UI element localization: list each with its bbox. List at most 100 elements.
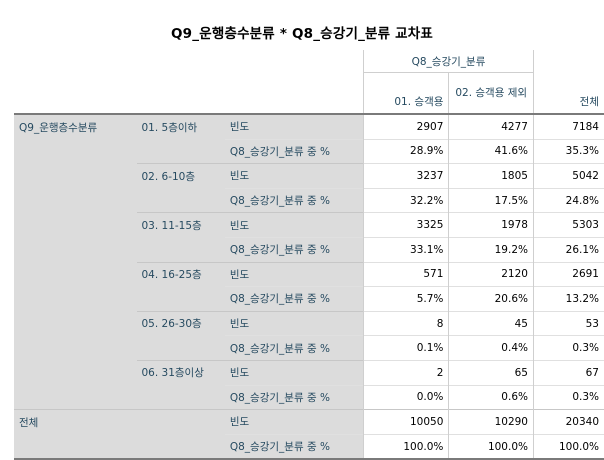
- row-variable-spacer: [14, 286, 137, 312]
- count-cell: 2691: [532, 261, 604, 287]
- percent-cell: 13.2%: [532, 286, 604, 312]
- count-cell: 3237: [362, 163, 449, 189]
- row-variable-spacer: [14, 360, 137, 386]
- percent-cell: 26.1%: [532, 236, 604, 263]
- stat-label-count: 빈도: [224, 409, 364, 435]
- category-label: 03. 11-15층: [136, 212, 225, 238]
- count-cell: 1978: [448, 212, 534, 238]
- percent-cell: 100.0%: [448, 433, 534, 460]
- header-row-2: 01. 승객용 02. 승객용 제외 전체: [14, 72, 604, 114]
- count-cell: 10050: [362, 409, 449, 435]
- count-cell: 5042: [532, 163, 604, 189]
- category-label: 02. 6-10층: [136, 163, 225, 189]
- row-variable-spacer: [14, 212, 137, 238]
- stat-label-count: 빈도: [224, 212, 364, 238]
- count-cell: 3325: [362, 212, 449, 238]
- count-cell: 45: [448, 310, 534, 336]
- row-variable-spacer: [14, 188, 137, 213]
- row-variable-spacer: [14, 139, 137, 164]
- percent-cell: 32.2%: [362, 187, 449, 213]
- total-row-label: 전체: [14, 409, 137, 435]
- count-cell: 20340: [532, 409, 604, 435]
- row-variable-spacer: [14, 311, 137, 336]
- table-row: 04. 16-25층 빈도 571 2120 2691: [14, 261, 604, 287]
- count-cell: 10290: [448, 409, 534, 435]
- count-cell: 5303: [532, 212, 604, 238]
- category-spacer: [136, 335, 225, 361]
- column-header-passenger: 01. 승객용: [362, 72, 449, 114]
- count-cell: 2120: [448, 261, 534, 287]
- category-spacer: [136, 237, 225, 263]
- crosstab-body: Q8_승강기_분류 01. 승객용 02. 승객용 제외 전체 Q9_운행층수분…: [14, 50, 604, 460]
- column-header-non-passenger: 02. 승객용 제외: [448, 72, 534, 114]
- stat-label-count: 빈도: [224, 261, 364, 287]
- percent-cell: 100.0%: [362, 433, 449, 460]
- table-row: 05. 26-30층 빈도 8 45 53: [14, 310, 604, 336]
- percent-cell: 0.1%: [362, 335, 449, 361]
- table-title: Q9_운행층수분류 * Q8_승강기_분류 교차표: [170, 26, 434, 42]
- header-row-1: Q8_승강기_분류: [14, 50, 604, 73]
- category-spacer: [136, 286, 225, 312]
- stat-label-percent: Q8_승강기_분류 중 %: [224, 286, 364, 312]
- category-label: 01. 5층이하: [136, 112, 225, 140]
- category-label: 05. 26-30층: [136, 310, 225, 336]
- table-row: 06. 31층이상 빈도 2 65 67: [14, 359, 604, 386]
- stat-label-percent: Q8_승강기_분류 중 %: [224, 187, 364, 213]
- count-cell: 2: [362, 359, 449, 386]
- percent-cell: 33.1%: [362, 236, 449, 263]
- stat-label-percent: Q8_승강기_분류 중 %: [224, 384, 364, 410]
- count-cell: 571: [362, 261, 449, 287]
- percent-cell: 5.7%: [362, 286, 449, 312]
- stat-label-percent: Q8_승강기_분류 중 %: [224, 433, 364, 460]
- count-cell: 1805: [448, 163, 534, 189]
- row-variable-spacer: [14, 335, 137, 361]
- row-variable-spacer: [14, 262, 137, 287]
- percent-cell: 0.4%: [448, 335, 534, 361]
- percent-cell: 100.0%: [532, 433, 604, 460]
- table-row: Q8_승강기_분류 중 % 32.2% 17.5% 24.8%: [14, 187, 604, 213]
- total-category-spacer: [136, 409, 225, 435]
- table-row: Q8_승강기_분류 중 % 0.1% 0.4% 0.3%: [14, 335, 604, 361]
- table-row: Q8_승강기_분류 중 % 5.7% 20.6% 13.2%: [14, 286, 604, 312]
- table-row: 03. 11-15층 빈도 3325 1978 5303: [14, 212, 604, 238]
- percent-cell: 24.8%: [532, 187, 604, 213]
- percent-cell: 0.3%: [532, 384, 604, 410]
- row-variable-spacer: [14, 163, 137, 189]
- stat-label-percent: Q8_승강기_분류 중 %: [224, 335, 364, 361]
- category-spacer: [136, 434, 225, 460]
- table-row: Q9_운행층수분류 01. 5층이하 빈도 2907 4277 7184: [14, 112, 604, 140]
- percent-cell: 28.9%: [362, 138, 449, 164]
- row-variable-label: Q9_운행층수분류: [14, 112, 137, 140]
- row-variable-spacer: [14, 434, 137, 460]
- count-cell: 2907: [362, 112, 449, 140]
- percent-cell: 0.6%: [448, 384, 534, 410]
- stat-label-percent: Q8_승강기_분류 중 %: [224, 138, 364, 164]
- percent-cell: 0.3%: [532, 335, 604, 361]
- category-label: 06. 31층이상: [136, 359, 225, 386]
- percent-cell: 19.2%: [448, 236, 534, 263]
- count-cell: 7184: [532, 112, 604, 140]
- column-group-header: Q8_승강기_분류: [363, 50, 534, 73]
- percent-cell: 20.6%: [448, 286, 534, 312]
- total-count-row: 전체 빈도 10050 10290 20340: [14, 409, 604, 435]
- total-percent-row: Q8_승강기_분류 중 % 100.0% 100.0% 100.0%: [14, 433, 604, 460]
- table-row: Q8_승강기_분류 중 % 33.1% 19.2% 26.1%: [14, 236, 604, 263]
- stat-label-count: 빈도: [224, 310, 364, 336]
- percent-cell: 41.6%: [448, 138, 534, 164]
- count-cell: 67: [532, 359, 604, 386]
- stat-label-percent: Q8_승강기_분류 중 %: [224, 236, 364, 263]
- category-spacer: [136, 385, 225, 410]
- percent-cell: 35.3%: [532, 138, 604, 164]
- stat-label-count: 빈도: [224, 112, 364, 140]
- stat-label-count: 빈도: [224, 359, 364, 386]
- category-label: 04. 16-25층: [136, 261, 225, 287]
- table-row: Q8_승강기_분류 중 % 28.9% 41.6% 35.3%: [14, 138, 604, 164]
- table-row: 02. 6-10층 빈도 3237 1805 5042: [14, 163, 604, 189]
- count-cell: 65: [448, 359, 534, 386]
- category-spacer: [136, 188, 225, 213]
- stat-label-count: 빈도: [224, 163, 364, 189]
- category-spacer: [136, 139, 225, 164]
- count-cell: 4277: [448, 112, 534, 140]
- column-header-total: 전체: [532, 72, 604, 114]
- crosstab-table: Q8_승강기_분류 01. 승객용 02. 승객용 제외 전체 Q9_운행층수분…: [14, 50, 604, 460]
